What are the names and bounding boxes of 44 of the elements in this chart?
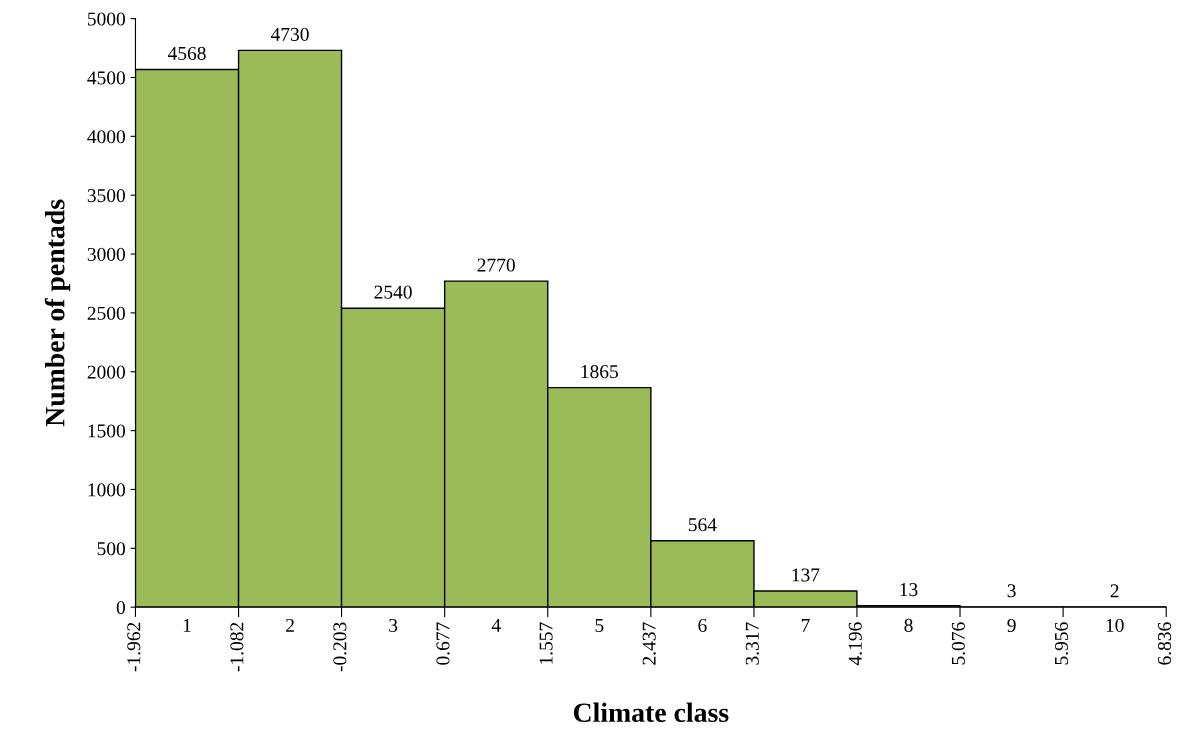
y-tick-label: 3500: [87, 189, 126, 203]
data-label: 2770: [477, 258, 515, 272]
y-tick-label: 1500: [88, 424, 126, 438]
x-tick-label: 1.557: [539, 622, 553, 664]
y-tick-label: 3000: [87, 247, 126, 261]
data-label: 564: [688, 518, 717, 532]
x2-tick-label: 1: [183, 618, 191, 632]
data-label: 4730: [270, 27, 309, 41]
x-tick-label: 5.076: [951, 622, 965, 665]
x-tick-label: -0.203: [333, 622, 347, 672]
data-label: 4568: [167, 46, 206, 60]
y-tick-label: 2000: [87, 365, 126, 379]
y-tick-label: 0: [116, 600, 126, 615]
y-tick-label: 1000: [88, 483, 126, 497]
y-axis-title: Number of pentads: [44, 199, 71, 427]
data-label: 3: [1007, 584, 1016, 598]
x2-tick-label: 2: [286, 618, 294, 632]
data-label: 1865: [581, 365, 618, 379]
x-tick-label: 5.956: [1054, 622, 1069, 665]
x-tick-label: 4.196: [848, 622, 862, 666]
data-label: 2540: [374, 285, 412, 299]
x-axis-title: Climate class: [573, 702, 729, 723]
x2-tick-label: 10: [1106, 618, 1124, 632]
x2-tick-label: 7: [801, 619, 810, 632]
data-label: 13: [900, 583, 918, 597]
x2-tick-label: 8: [904, 618, 913, 632]
y-tick-label: 5000: [87, 12, 126, 26]
data-label: 137: [792, 568, 820, 582]
x-tick-label: 6.836: [1157, 622, 1172, 665]
x2-tick-label: 4: [491, 618, 501, 632]
y-tick-label: 2500: [87, 306, 126, 320]
x-tick-label: 3.317: [745, 622, 759, 665]
y-tick-label: 4000: [87, 130, 126, 144]
data-label: 2: [1110, 584, 1119, 598]
x2-tick-label: 9: [1007, 618, 1016, 632]
x2-tick-label: 3: [389, 618, 398, 632]
x2-tick-label: 5: [595, 619, 604, 632]
y-tick-label: 500: [97, 542, 126, 556]
x-tick-label: 0.677: [436, 622, 450, 665]
x2-tick-label: 6: [698, 618, 707, 632]
y-tick-label: 4500: [87, 71, 126, 85]
x-tick-label: -1.962: [127, 622, 141, 672]
x-tick-label: 2.437: [642, 622, 656, 665]
x-tick-label: -1.082: [230, 622, 244, 672]
